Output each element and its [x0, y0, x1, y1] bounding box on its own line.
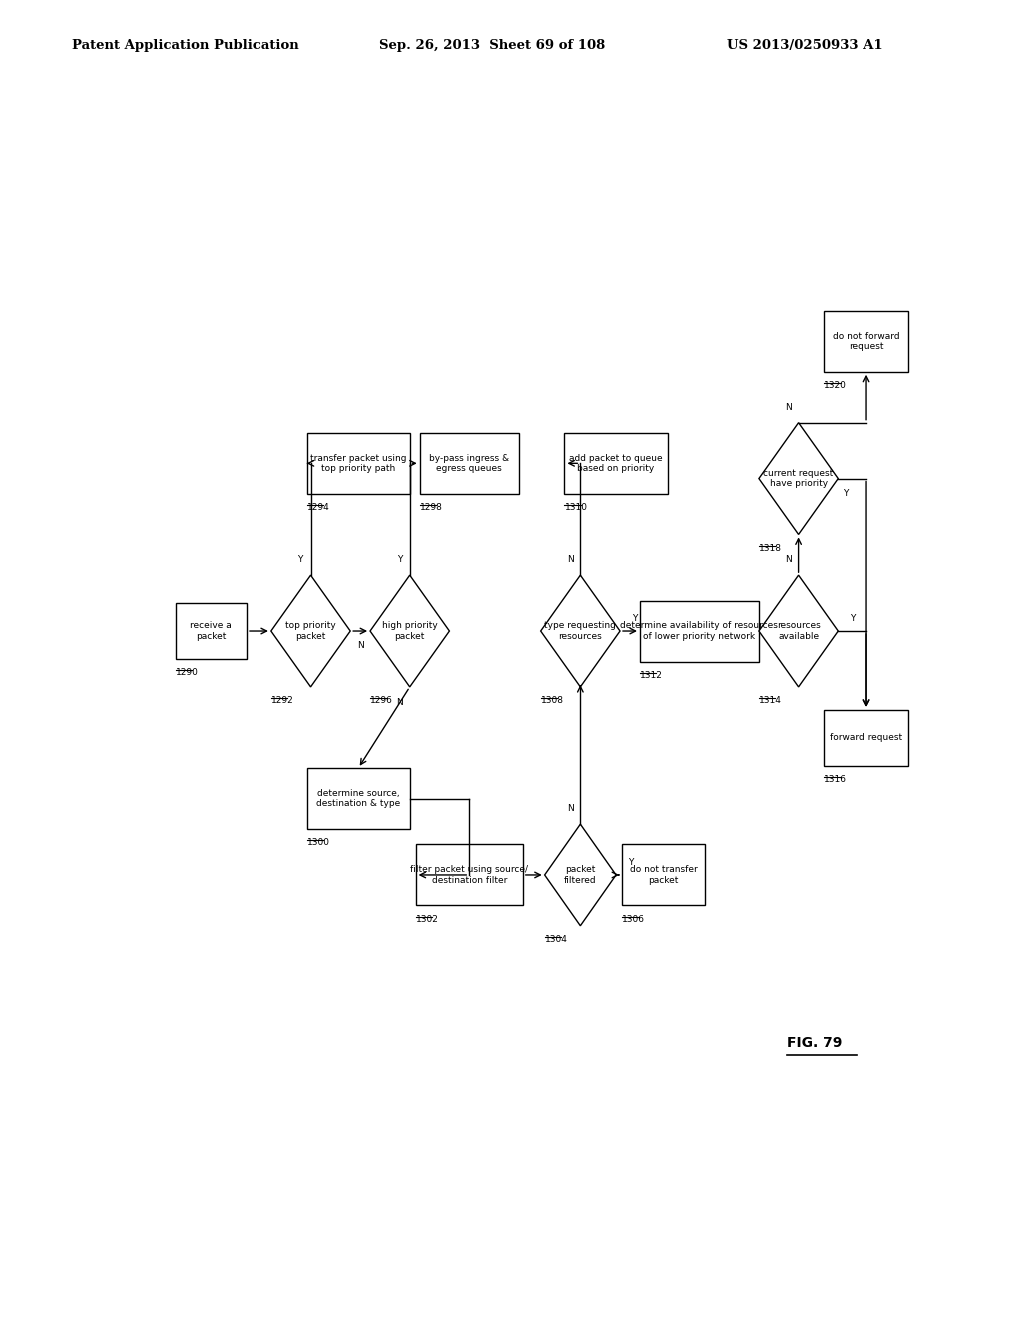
Text: high priority
packet: high priority packet — [382, 622, 437, 640]
Text: 1314: 1314 — [759, 696, 781, 705]
Text: Y: Y — [298, 556, 303, 565]
Text: do not transfer
packet: do not transfer packet — [630, 866, 697, 884]
Text: N: N — [566, 804, 573, 813]
Bar — [564, 433, 668, 494]
Text: packet
filtered: packet filtered — [564, 866, 597, 884]
Text: 1320: 1320 — [824, 381, 847, 389]
Polygon shape — [545, 824, 616, 925]
Text: 1294: 1294 — [306, 503, 330, 512]
Text: 1318: 1318 — [759, 544, 782, 553]
Text: Y: Y — [628, 858, 633, 867]
Text: Sep. 26, 2013  Sheet 69 of 108: Sep. 26, 2013 Sheet 69 of 108 — [379, 38, 605, 51]
Text: type requesting
resources: type requesting resources — [545, 622, 616, 640]
Bar — [824, 710, 907, 766]
Text: add packet to queue
based on priority: add packet to queue based on priority — [569, 454, 663, 473]
Text: N: N — [356, 640, 364, 649]
Text: current request
have priority: current request have priority — [764, 469, 834, 488]
Bar — [622, 845, 706, 906]
Bar — [824, 312, 907, 372]
Text: receive a
packet: receive a packet — [190, 622, 232, 640]
Text: resources
available: resources available — [777, 622, 820, 640]
Bar — [420, 433, 519, 494]
Text: Y: Y — [850, 614, 855, 623]
Text: Patent Application Publication: Patent Application Publication — [72, 38, 298, 51]
Text: top priority
packet: top priority packet — [285, 622, 336, 640]
Text: 1298: 1298 — [420, 503, 442, 512]
Text: transfer packet using
top priority path: transfer packet using top priority path — [310, 454, 407, 473]
Bar — [416, 845, 523, 906]
Text: by-pass ingress &
egress queues: by-pass ingress & egress queues — [429, 454, 509, 473]
Text: filter packet using source/
destination filter: filter packet using source/ destination … — [411, 866, 528, 884]
Text: 1304: 1304 — [545, 935, 567, 944]
Text: N: N — [566, 556, 573, 565]
Text: 1312: 1312 — [640, 671, 663, 680]
Text: determine availability of resources
of lower priority network: determine availability of resources of l… — [621, 622, 778, 640]
Bar — [640, 601, 759, 661]
Text: 1290: 1290 — [176, 668, 199, 677]
Text: 1296: 1296 — [370, 696, 393, 705]
Text: FIG. 79: FIG. 79 — [786, 1036, 842, 1049]
Text: Y: Y — [632, 614, 637, 623]
Text: 1300: 1300 — [306, 838, 330, 847]
Bar — [176, 603, 247, 659]
Text: 1306: 1306 — [622, 915, 645, 924]
Text: N: N — [396, 698, 402, 706]
Polygon shape — [370, 576, 450, 686]
Text: N: N — [785, 403, 792, 412]
Text: US 2013/0250933 A1: US 2013/0250933 A1 — [727, 38, 883, 51]
Bar — [306, 768, 410, 829]
Polygon shape — [759, 576, 839, 686]
Text: 1302: 1302 — [416, 915, 438, 924]
Text: 1292: 1292 — [270, 696, 294, 705]
Bar — [306, 433, 410, 494]
Text: determine source,
destination & type: determine source, destination & type — [316, 789, 400, 808]
Text: forward request: forward request — [830, 733, 902, 742]
Polygon shape — [270, 576, 350, 686]
Polygon shape — [759, 422, 839, 535]
Text: 1308: 1308 — [541, 696, 563, 705]
Text: N: N — [785, 556, 792, 565]
Text: do not forward
request: do not forward request — [833, 331, 899, 351]
Text: 1316: 1316 — [824, 775, 848, 784]
Polygon shape — [541, 576, 620, 686]
Text: Y: Y — [396, 556, 402, 565]
Text: 1310: 1310 — [564, 503, 588, 512]
Text: Y: Y — [844, 490, 849, 499]
